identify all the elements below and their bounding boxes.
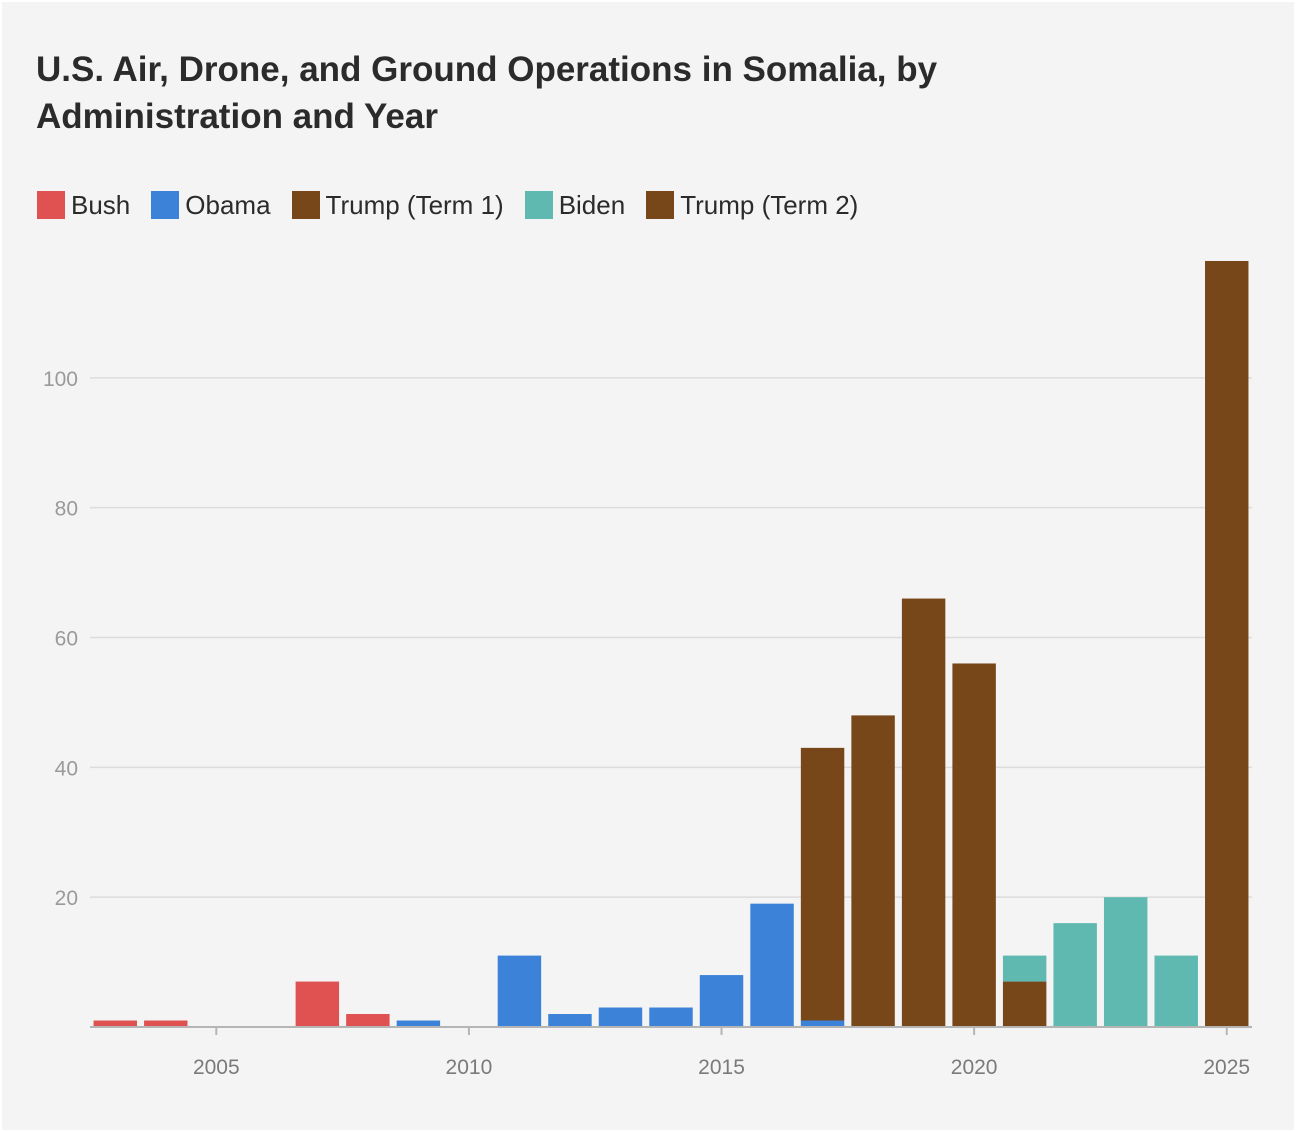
bar-obama-2016 [750,903,794,1027]
bar-trump-term-1-2020 [952,663,996,1027]
legend-swatch-bush [37,191,65,219]
bar-trump-term-1-2021 [1002,981,1047,1027]
legend-label-biden: Biden [558,189,626,220]
bar-trump-term-2-2025 [1205,260,1249,1027]
chart-title: U.S. Air, Drone, and Ground Operations i… [36,50,938,136]
legend-item-trump-term-1[interactable]: Trump (Term 1) [291,189,504,221]
y-tick-label-100: 100 [43,368,78,391]
bar-biden-2022 [1053,923,1097,1027]
legend-label-trump-term-1: Trump (Term 1) [325,189,504,220]
bar-obama-2011 [497,955,542,1027]
bar-trump-term-1-2018 [851,715,895,1027]
legend-label-obama: Obama [185,189,271,220]
x-tick-label-2005: 2005 [193,1056,240,1079]
legend-swatch-trump-term-1 [291,191,320,219]
bar-obama-2017 [800,1020,845,1027]
x-tick-label-2010: 2010 [446,1056,493,1079]
legend-item-biden[interactable]: Biden [524,189,626,221]
y-tick-label-40: 40 [55,757,78,780]
legend-item-bush[interactable]: Bush [37,190,130,221]
bar-obama-2015 [699,975,744,1027]
y-tick-label-60: 60 [55,628,78,651]
legend-label-bush: Bush [71,189,131,220]
bar-obama-2014 [649,1007,693,1027]
bar-bush-2007 [295,981,340,1027]
legend-swatch-obama [151,191,180,219]
legend: Bush Obama Trump (Term 1) Biden Trump (T… [37,188,879,222]
y-tick-label-20: 20 [55,887,78,910]
bar-biden-2024 [1154,955,1198,1027]
legend-label-trump-term-2: Trump (Term 2) [680,189,859,220]
bar-obama-2012 [548,1014,592,1027]
bar-trump-term-1-2017 [800,747,845,1021]
y-tick-label-80: 80 [55,498,78,521]
bar-bush-2003 [93,1020,137,1027]
x-tick-label-2020: 2020 [951,1056,998,1079]
x-tick-label-2015: 2015 [698,1056,745,1079]
legend-swatch-biden [524,191,553,219]
bar-biden-2023 [1103,897,1148,1027]
legend-swatch-trump-term-2 [646,191,675,219]
bar-bush-2004 [144,1020,188,1027]
bar-obama-2009 [396,1020,441,1027]
bar-biden-2021 [1002,955,1047,982]
bar-obama-2013 [598,1007,643,1027]
legend-item-trump-term-2[interactable]: Trump (Term 2) [646,190,858,221]
bar-bush-2008 [346,1014,390,1027]
legend-item-obama[interactable]: Obama [151,189,271,221]
x-tick-label-2025: 2025 [1203,1056,1250,1079]
bar-trump-term-1-2019 [901,598,946,1027]
